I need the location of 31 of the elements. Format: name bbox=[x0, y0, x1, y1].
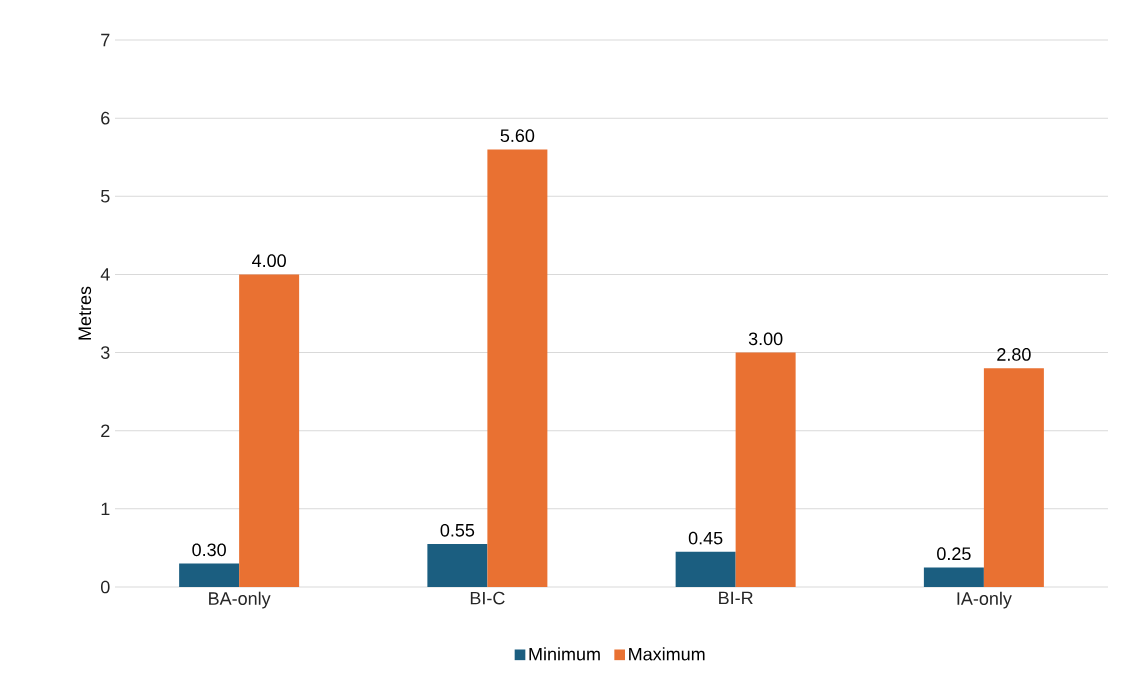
x-tick-label: IA-only bbox=[957, 591, 1012, 609]
data-label: 4.00 bbox=[252, 254, 286, 268]
legend-label: Minimum bbox=[529, 647, 600, 661]
bar bbox=[239, 274, 300, 587]
x-tick-label: BA-only bbox=[209, 591, 271, 609]
bar bbox=[675, 551, 736, 587]
data-label: 0.45 bbox=[688, 531, 723, 545]
y-tick-label: 4 bbox=[100, 268, 110, 281]
data-label: 0.30 bbox=[192, 543, 226, 557]
bar bbox=[735, 352, 796, 587]
bar bbox=[923, 567, 984, 587]
x-tick-label: BI-C bbox=[470, 591, 505, 605]
y-tick-label: 5 bbox=[100, 190, 110, 203]
x-tick-label: BI-R bbox=[719, 591, 753, 605]
y-axis-title: Metres bbox=[78, 286, 92, 340]
bar bbox=[427, 544, 488, 587]
bar bbox=[179, 563, 240, 587]
data-label: 0.25 bbox=[937, 547, 971, 561]
data-label: 5.60 bbox=[500, 129, 535, 143]
bar bbox=[983, 368, 1044, 587]
bar bbox=[487, 149, 548, 587]
data-label: 2.80 bbox=[997, 348, 1031, 361]
y-tick-label: 6 bbox=[101, 111, 110, 125]
y-tick-label: 2 bbox=[101, 424, 110, 437]
data-label: 0.55 bbox=[440, 523, 475, 537]
legend-label: Maximum bbox=[629, 647, 705, 661]
data-label: 3.00 bbox=[748, 332, 783, 346]
y-tick-label: 7 bbox=[101, 33, 110, 47]
y-tick-label: 1 bbox=[101, 502, 110, 516]
y-tick-label: 0 bbox=[100, 580, 110, 594]
y-tick-label: 3 bbox=[100, 346, 110, 359]
